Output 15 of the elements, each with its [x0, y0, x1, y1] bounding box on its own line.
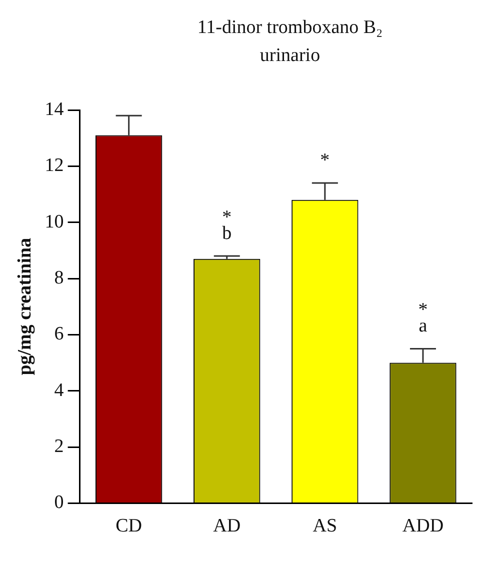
- y-tick-label: 10: [44, 211, 64, 232]
- y-tick-label: 12: [44, 155, 64, 176]
- y-tick-label: 4: [54, 380, 64, 401]
- y-axis-title: pg/mg creatinina: [14, 237, 36, 376]
- y-tick-label: 6: [54, 324, 64, 345]
- x-tick-label: AS: [312, 516, 338, 537]
- x-tick-label: ADD: [402, 516, 444, 537]
- y-tick-label: 14: [44, 98, 64, 120]
- x-tick-label: CD: [116, 516, 142, 537]
- chart-title: 11-dinor tromboxano B₂ urinario: [196, 16, 384, 68]
- annotation: *: [320, 150, 330, 172]
- x-tick-label: AD: [213, 516, 241, 537]
- y-tick-label: 8: [54, 268, 64, 288]
- y-tick-label: 2: [54, 436, 64, 458]
- y-tick-label: 0: [54, 492, 64, 514]
